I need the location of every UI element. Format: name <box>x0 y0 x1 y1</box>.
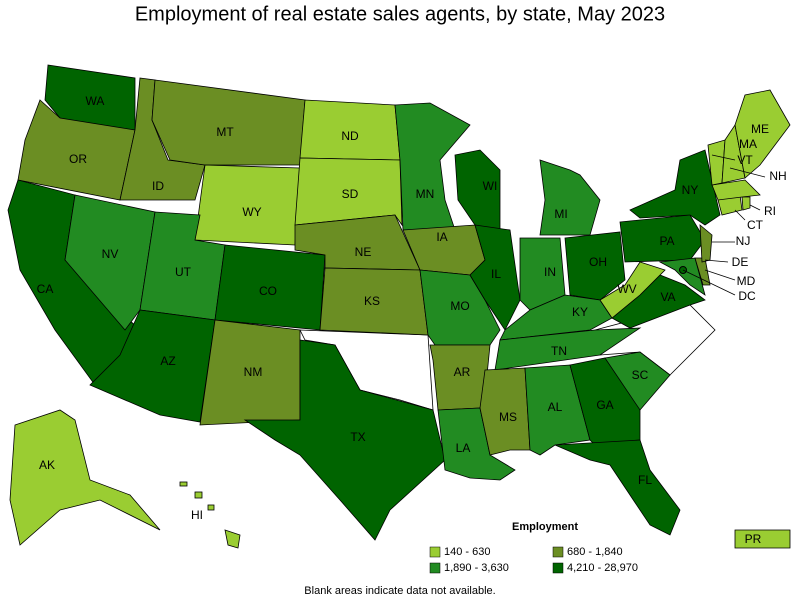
island <box>194 491 203 499</box>
state <box>469 224 521 331</box>
state-label: ME <box>751 122 769 136</box>
state-label: AK <box>39 458 55 472</box>
legend-title: Employment <box>512 521 578 533</box>
state-label: RI <box>764 204 776 218</box>
state-label: WI <box>483 179 498 193</box>
state-label: WA <box>86 94 105 108</box>
state-label: CO <box>259 284 277 298</box>
state-label: NJ <box>736 234 751 248</box>
leader-line <box>682 269 736 296</box>
state-label: ND <box>341 129 359 143</box>
state <box>699 224 713 263</box>
state-label: MN <box>416 187 435 201</box>
state-label: AR <box>454 365 471 379</box>
state <box>494 327 642 371</box>
state-label: NE <box>355 245 372 259</box>
state-label: KY <box>572 305 588 319</box>
legend-label: 680 - 1,840 <box>567 546 623 558</box>
state <box>394 102 471 231</box>
state <box>629 149 721 226</box>
state-label: NY <box>682 183 699 197</box>
leader-line <box>734 209 746 221</box>
legend-swatch <box>552 546 564 558</box>
state <box>741 196 751 211</box>
state-label: KS <box>364 294 380 308</box>
state <box>554 439 681 536</box>
footnote: Blank areas indicate data not available. <box>304 585 495 597</box>
state-label: PR <box>745 532 762 546</box>
state-label: TN <box>551 344 567 358</box>
states <box>7 64 791 549</box>
state-label: CA <box>37 282 54 296</box>
state-label: FL <box>638 473 652 487</box>
state <box>619 214 706 263</box>
state <box>599 261 666 319</box>
state <box>243 339 446 541</box>
state-label: OH <box>589 255 607 269</box>
leader-line <box>704 259 729 263</box>
state <box>539 159 601 236</box>
state-label: PA <box>659 234 674 248</box>
state-label: OR <box>69 152 87 166</box>
state-label: MS <box>499 410 517 424</box>
island <box>207 504 215 511</box>
leader-line <box>749 204 761 211</box>
legend-label: 140 - 630 <box>444 546 490 558</box>
legend-label: 1,890 - 3,630 <box>444 562 509 574</box>
legend-swatch <box>552 562 564 574</box>
legend-swatch <box>429 546 441 558</box>
legend-swatch <box>429 562 441 574</box>
state <box>64 194 156 331</box>
state <box>604 351 671 411</box>
state-label: NH <box>769 169 786 183</box>
state-label: AZ <box>160 354 175 368</box>
state-label: IN <box>544 265 556 279</box>
state <box>711 179 761 201</box>
island <box>179 481 188 487</box>
state-label: VT <box>737 153 753 167</box>
state-label: HI <box>191 508 203 522</box>
state-label: TX <box>350 430 365 444</box>
state <box>734 529 791 549</box>
state <box>658 257 706 296</box>
state-label: WV <box>617 282 636 296</box>
state-label: LA <box>456 441 471 455</box>
state-label: MO <box>450 299 469 313</box>
state-label: WY <box>242 205 261 219</box>
state-label: VA <box>660 290 675 304</box>
state <box>224 529 241 549</box>
state <box>9 409 161 546</box>
state <box>151 79 306 166</box>
state-labels: WA OR CA NV ID MT WY UT AZ CO NM ND SD NE KS TX MN IA MO AR… <box>37 94 787 546</box>
map-title: Employment of real estate sales agents, … <box>135 3 665 25</box>
state-label: CT <box>747 218 764 232</box>
state-label: SD <box>342 187 359 201</box>
state-label: MI <box>554 207 567 221</box>
leader-line <box>729 167 766 178</box>
state-label: MD <box>737 274 756 288</box>
state-label: MT <box>216 125 234 139</box>
state <box>294 157 403 227</box>
state-label: DC <box>738 289 756 303</box>
state-label: NV <box>102 247 119 261</box>
state-label: AL <box>548 400 563 414</box>
legend-label: 4,210 - 28,970 <box>567 562 638 574</box>
state-label: IA <box>436 230 447 244</box>
state-label: DE <box>732 255 749 269</box>
leader-line <box>704 269 736 281</box>
state-label: ID <box>152 179 164 193</box>
state <box>564 231 626 301</box>
state-label: IL <box>491 267 501 281</box>
state-label: MA <box>739 137 757 151</box>
leader-line <box>711 154 736 161</box>
state-label: NM <box>244 365 263 379</box>
legend: 140 - 630 680 - 1,840 1,890 - 3,630 4,210 -… <box>429 546 638 574</box>
blank-state <box>299 329 434 411</box>
state <box>734 89 791 179</box>
state-label: GA <box>596 398 613 412</box>
state-label: SC <box>632 368 649 382</box>
state-label: UT <box>175 265 192 279</box>
